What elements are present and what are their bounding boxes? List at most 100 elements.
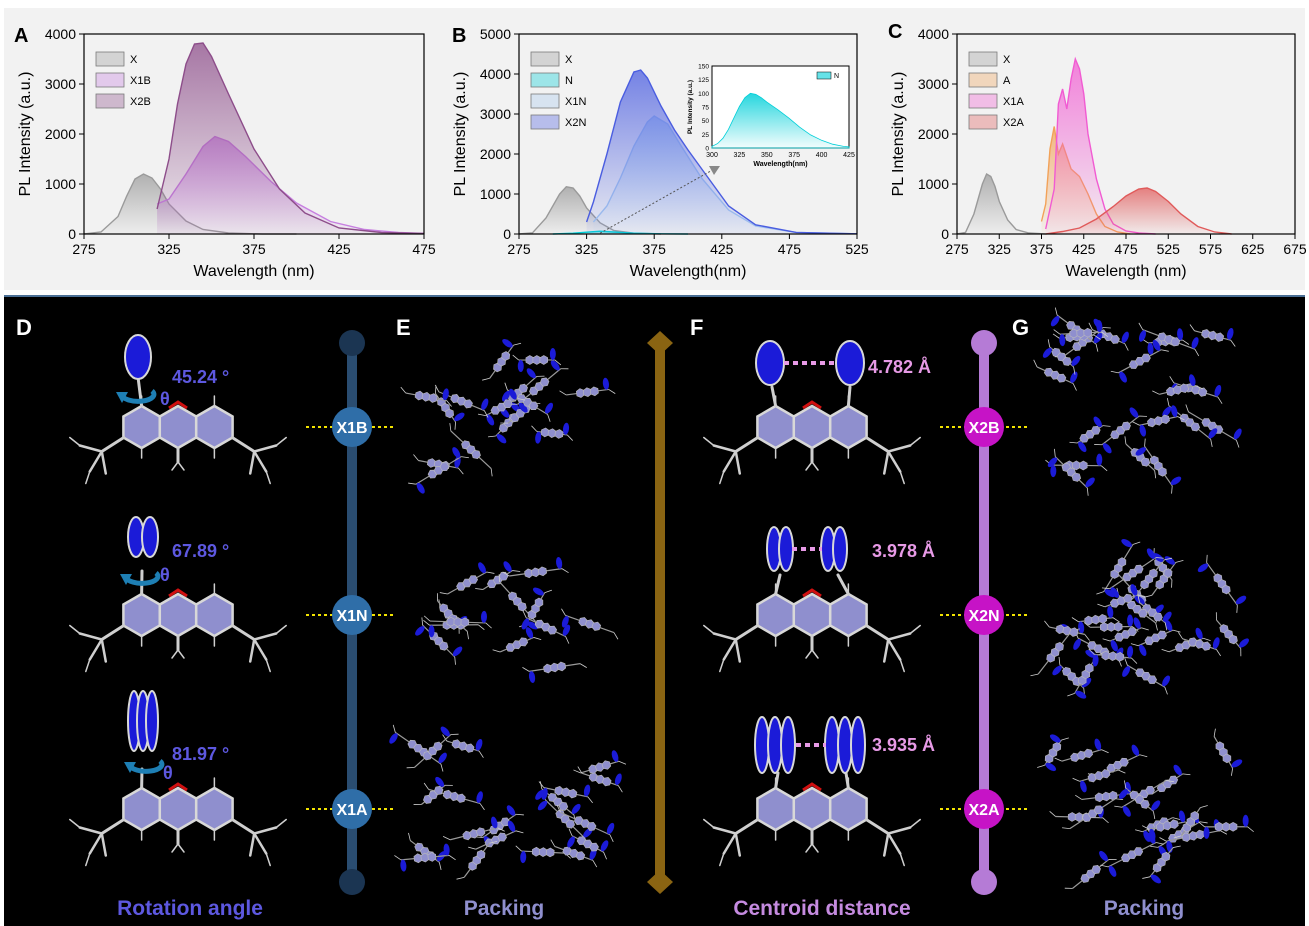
packed-hydrogen (531, 426, 538, 432)
packed-hydrogen (1159, 836, 1166, 842)
inset-y-tick-label: 100 (698, 91, 709, 98)
core-ring (160, 594, 196, 636)
packed-hydrogen (423, 783, 430, 789)
distance-label-x2b: 4.782 Å (868, 357, 931, 377)
packed-aryl (1127, 646, 1134, 659)
packed-hydrogen (534, 635, 541, 642)
bond (736, 820, 758, 834)
legend-label-x: X (565, 54, 573, 66)
theta-label-x1n: θ (160, 565, 170, 585)
bond (90, 834, 102, 854)
packed-hydrogen (560, 609, 567, 616)
y-tick-label: 5000 (480, 26, 511, 42)
bond (172, 462, 178, 470)
packed-aryl (610, 749, 619, 762)
bond (866, 626, 888, 640)
inset-x-tick-label: 400 (816, 152, 828, 159)
packed-hydrogen (1062, 824, 1070, 831)
legend-label-x: X (1003, 54, 1011, 66)
packed-hydrogen (1043, 621, 1050, 627)
packed-molecule (490, 624, 541, 659)
core-ring (830, 788, 866, 830)
y-tick-label: 2000 (45, 126, 76, 142)
packed-aryl (1077, 621, 1084, 634)
bond (888, 834, 900, 854)
y-tick-label: 3000 (918, 76, 949, 92)
packed-hydrogen (1150, 811, 1158, 819)
bond (720, 660, 724, 672)
bond (102, 438, 124, 452)
x-axis-label: Wavelength (nm) (193, 263, 314, 280)
bond (80, 446, 102, 452)
bond (736, 640, 740, 662)
bond (812, 650, 818, 658)
packed-hydrogen (1211, 729, 1218, 737)
x-tick-label: 475 (778, 241, 802, 257)
packed-hydrogen (1069, 439, 1077, 447)
packed-hydrogen (405, 833, 413, 841)
packed-hydrogen (1054, 329, 1060, 334)
core-ring (123, 788, 159, 830)
packed-aryl (1050, 465, 1056, 477)
packed-core-ring (1229, 822, 1237, 831)
packed-hydrogen (601, 852, 609, 859)
packed-hydrogen (1114, 803, 1122, 810)
inset-x-axis-label: Wavelength(nm) (753, 161, 807, 168)
packed-molecule (1097, 829, 1167, 880)
bond (724, 834, 736, 854)
right-rail-end (971, 869, 997, 895)
inset-y-tick-label: 25 (702, 132, 710, 139)
left-rail-start (339, 330, 365, 356)
packed-hydrogen (432, 386, 440, 394)
packed-molecule (513, 348, 561, 372)
packed-aryl (1127, 614, 1133, 626)
aryl-ring (833, 527, 847, 571)
core-ring (123, 594, 159, 636)
bond (86, 660, 90, 672)
packed-hydrogen (1228, 768, 1235, 776)
packed-hydrogen (561, 365, 569, 373)
packed-hydrogen (1093, 344, 1101, 352)
packed-molecule (502, 556, 569, 582)
packed-hydrogen (1233, 605, 1241, 613)
packed-aryl (475, 791, 484, 804)
packed-hydrogen (443, 835, 450, 841)
packed-hydrogen (488, 469, 496, 477)
packed-aryl (1226, 327, 1235, 340)
packed-hydrogen (414, 801, 422, 809)
inset-pointer-arrow (709, 166, 720, 175)
inset-x-tick-label: 350 (761, 152, 773, 159)
bond (250, 452, 254, 474)
legend-swatch-x1a (969, 94, 997, 108)
x-axis-label: Wavelength(nm) (630, 263, 747, 280)
packed-hydrogen (1052, 308, 1060, 316)
bond (250, 834, 254, 856)
x1b-node-label: X1B (336, 420, 367, 437)
packed-hydrogen (580, 663, 587, 669)
legend-swatch-x1b (96, 73, 124, 87)
bond (172, 650, 178, 658)
packed-hydrogen (1132, 420, 1139, 426)
packed-hydrogen (475, 585, 483, 592)
bond (776, 575, 780, 594)
packed-hydrogen (1208, 439, 1216, 447)
packed-hydrogen (1096, 589, 1103, 597)
packed-hydrogen (457, 874, 465, 882)
x1a-node-label: X1A (336, 802, 368, 819)
packed-hydrogen (446, 423, 454, 431)
inset-x-tick-label: 300 (706, 152, 718, 159)
y-tick-label: 3000 (480, 106, 511, 122)
bond (900, 472, 904, 484)
bond (86, 854, 90, 866)
bond (724, 640, 736, 660)
x-tick-label: 325 (575, 241, 599, 257)
bond (254, 828, 276, 834)
core-ring (794, 594, 830, 636)
core-ring (196, 788, 232, 830)
packed-hydrogen (1164, 398, 1172, 406)
packed-hydrogen (522, 666, 529, 672)
legend-swatch-x2n (531, 115, 559, 129)
packed-molecule (559, 377, 616, 401)
bond (736, 626, 758, 640)
